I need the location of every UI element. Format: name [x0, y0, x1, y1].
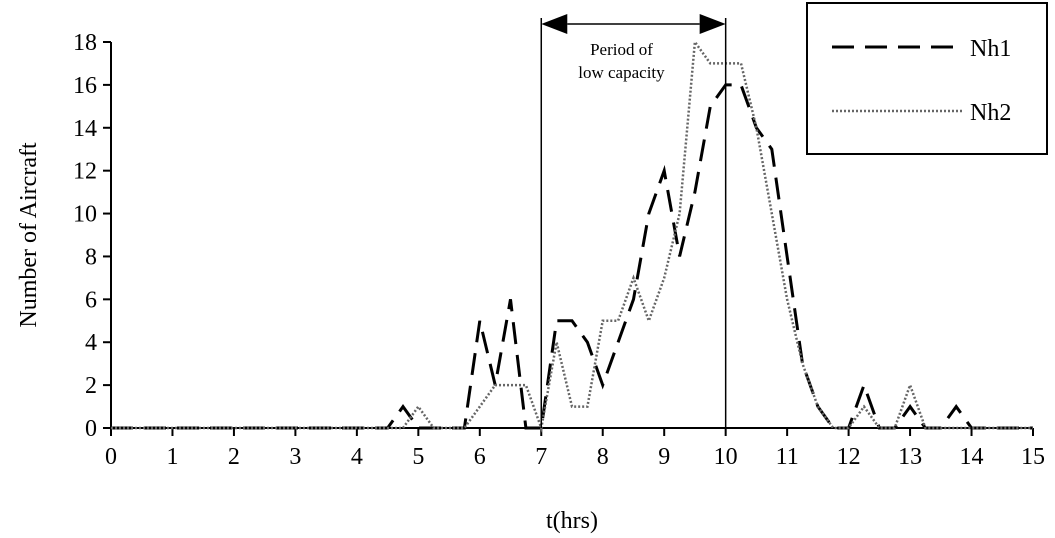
x-tick-label: 0: [105, 444, 117, 470]
annotation-label-line2: low capacity: [578, 63, 665, 82]
y-tick-label: 6: [85, 287, 97, 313]
y-tick-label: 18: [73, 30, 97, 56]
legend-box: [806, 2, 1048, 155]
x-tick-label: 9: [658, 444, 670, 470]
x-tick-label: 5: [412, 444, 424, 470]
y-tick-label: 16: [73, 73, 97, 99]
x-tick-label: 14: [960, 444, 984, 470]
series-layer: [111, 38, 1033, 433]
y-tick-label: 8: [85, 244, 97, 270]
x-tick-label: 2: [228, 444, 240, 470]
y-ticks: 0 2 4 6 8 10 12 14 16 18: [73, 30, 111, 442]
y-tick-label: 2: [85, 373, 97, 399]
period-arrow-right-head: [699, 14, 726, 34]
legend-label-nh1: Nh1: [970, 36, 1011, 62]
x-tick-label: 11: [776, 444, 799, 470]
x-tick-label: 3: [289, 444, 301, 470]
x-tick-label: 13: [898, 444, 922, 470]
x-tick-label: 6: [474, 444, 486, 470]
x-tick-label: 1: [166, 444, 178, 470]
x-ticks: 0 1 2 3 4 5 6 7 8 9 10 11 12 13 14 15: [105, 428, 1045, 470]
period-arrow-left-head: [541, 14, 568, 34]
y-tick-label: 14: [73, 116, 97, 142]
x-axis-title: t(hrs): [546, 508, 598, 534]
y-tick-label: 12: [73, 159, 97, 185]
legend: Nh1 Nh2: [806, 2, 1048, 155]
y-tick-label: 4: [85, 330, 97, 356]
x-tick-label: 4: [351, 444, 363, 470]
x-tick-label: 15: [1021, 444, 1045, 470]
x-tick-label: 8: [597, 444, 609, 470]
x-tick-label: 12: [837, 444, 861, 470]
series-line-nh2: [111, 38, 1033, 433]
y-tick-label: 10: [73, 202, 97, 228]
legend-label-nh2: Nh2: [970, 100, 1011, 126]
x-tick-label: 7: [535, 444, 547, 470]
y-axis-title: Number of Aircraft: [16, 142, 42, 328]
annotation-label-line1: Period of: [590, 40, 653, 59]
low-capacity-annotation: Period of low capacity: [540, 14, 727, 428]
x-tick-label: 10: [714, 444, 738, 470]
y-tick-label: 0: [85, 416, 97, 442]
